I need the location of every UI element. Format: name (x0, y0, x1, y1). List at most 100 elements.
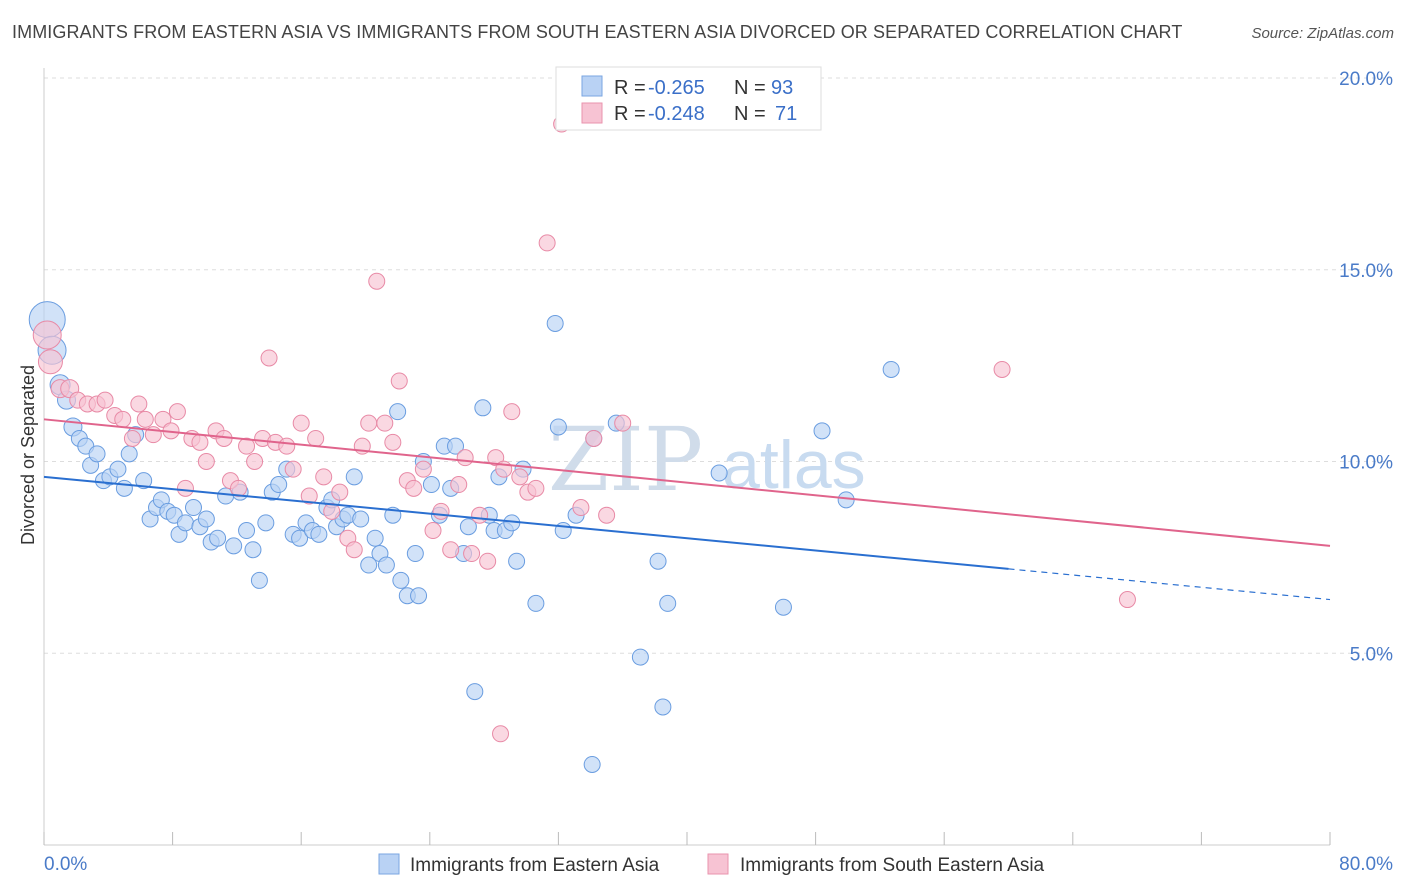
bottom-legend-swatch-south-eastern-asia (707, 853, 729, 875)
point-south-eastern-asia (450, 476, 468, 494)
point-south-eastern-asia (390, 372, 408, 390)
point-south-eastern-asia (123, 429, 141, 447)
top-legend: R = -0.265 N = 93 R = -0.248 N = 71 (555, 66, 822, 131)
point-eastern-asia (88, 445, 106, 463)
point-south-eastern-asia (463, 545, 481, 563)
point-eastern-asia (257, 514, 275, 532)
y-tick-labels: 5.0% 10.0% 15.0% 20.0% (1339, 69, 1393, 665)
point-south-eastern-asia (136, 410, 154, 428)
point-eastern-asia (466, 683, 484, 701)
trend-lines (43, 418, 1331, 601)
point-south-eastern-asia (331, 483, 349, 501)
point-eastern-asia (508, 552, 526, 570)
point-south-eastern-asia (197, 453, 215, 470)
point-south-eastern-asia (345, 541, 363, 559)
legend-n-label-2: N = (734, 103, 771, 125)
point-eastern-asia (184, 499, 202, 517)
y-tick-label: 15.0% (1339, 261, 1393, 282)
point-south-eastern-asia (300, 487, 318, 505)
point-eastern-asia (837, 491, 855, 509)
trend-line-eastern-asia-extension (1008, 568, 1331, 601)
point-south-eastern-asia (432, 502, 450, 520)
point-eastern-asia (366, 529, 384, 547)
point-south-eastern-asia (527, 479, 545, 497)
point-south-eastern-asia (585, 429, 603, 447)
x-tick-marks (43, 832, 1331, 845)
point-eastern-asia (583, 755, 601, 773)
bottom-legend-label-south-eastern-asia: Immigrants from South Eastern Asia (740, 855, 1045, 876)
point-south-eastern-asia (168, 403, 186, 421)
y-tick-label: 20.0% (1339, 69, 1393, 90)
point-south-eastern-asia (424, 522, 442, 540)
point-south-eastern-asia (511, 468, 529, 486)
point-south-eastern-asia (360, 414, 378, 432)
point-eastern-asia (392, 571, 410, 589)
point-eastern-asia (710, 464, 728, 482)
y-tick-label: 5.0% (1350, 644, 1393, 665)
point-south-eastern-asia (246, 453, 264, 470)
trend-line-south-eastern-asia (43, 418, 1331, 547)
point-south-eastern-asia (538, 234, 556, 252)
point-eastern-asia (176, 514, 194, 532)
point-eastern-asia (360, 556, 378, 574)
y-axis-label: Divorced or Separated (18, 365, 38, 545)
point-eastern-asia (310, 525, 328, 543)
bottom-legend-swatch-eastern-asia (378, 853, 400, 875)
point-south-eastern-asia (176, 479, 194, 497)
point-south-eastern-asia (487, 449, 505, 467)
point-eastern-asia (410, 587, 428, 605)
point-eastern-asia (774, 598, 792, 616)
legend-r-value-2: -0.248 (648, 103, 705, 125)
point-eastern-asia (109, 460, 127, 478)
point-south-eastern-asia (238, 437, 256, 455)
point-south-eastern-asia (307, 429, 325, 447)
point-south-eastern-asia (993, 360, 1011, 378)
point-south-eastern-asia (471, 506, 489, 524)
point-eastern-asia (238, 522, 256, 540)
point-south-eastern-asia (384, 433, 402, 451)
point-eastern-asia (549, 418, 567, 436)
point-eastern-asia (459, 518, 477, 536)
series-eastern-asia-points (28, 301, 900, 773)
point-eastern-asia (250, 571, 268, 589)
point-south-eastern-asia (37, 349, 63, 375)
point-south-eastern-asia (414, 460, 432, 478)
legend-r-label-2: R = (614, 103, 651, 125)
point-eastern-asia (291, 529, 309, 547)
trend-line-eastern-asia (43, 475, 1009, 570)
point-south-eastern-asia (376, 414, 394, 432)
point-eastern-asia (631, 648, 649, 666)
point-eastern-asia (345, 468, 363, 486)
point-south-eastern-asia (32, 320, 62, 350)
point-eastern-asia (389, 403, 407, 421)
x-tick-label-min: 0.0% (44, 854, 87, 875)
chart-title: IMMIGRANTS FROM EASTERN ASIA VS IMMIGRAN… (12, 22, 1183, 42)
point-south-eastern-asia (479, 552, 497, 570)
point-south-eastern-asia (114, 410, 132, 428)
point-south-eastern-asia (130, 395, 148, 413)
point-eastern-asia (135, 472, 153, 490)
point-eastern-asia (474, 399, 492, 417)
series-south-eastern-asia-points (32, 115, 1136, 743)
point-eastern-asia (447, 437, 465, 455)
x-tick-label-max: 80.0% (1339, 854, 1393, 875)
point-south-eastern-asia (598, 506, 616, 524)
legend-n-label-1: N = (734, 77, 771, 99)
point-south-eastern-asia (456, 449, 474, 467)
point-south-eastern-asia (614, 414, 632, 432)
point-eastern-asia (115, 479, 133, 497)
point-south-eastern-asia (260, 349, 278, 367)
legend-swatch-eastern-asia (581, 75, 603, 97)
point-south-eastern-asia (278, 437, 296, 455)
point-eastern-asia (377, 556, 395, 574)
legend-swatch-south-eastern-asia (581, 102, 603, 124)
point-eastern-asia (659, 594, 677, 612)
legend-n-value-1: 93 (771, 77, 793, 99)
source-label: Source: ZipAtlas.com (1251, 25, 1394, 42)
point-south-eastern-asia (503, 403, 521, 421)
point-south-eastern-asia (96, 391, 114, 409)
point-eastern-asia (209, 529, 227, 547)
bottom-legend: Immigrants from Eastern Asia Immigrants … (378, 853, 1045, 876)
point-eastern-asia (882, 360, 900, 378)
